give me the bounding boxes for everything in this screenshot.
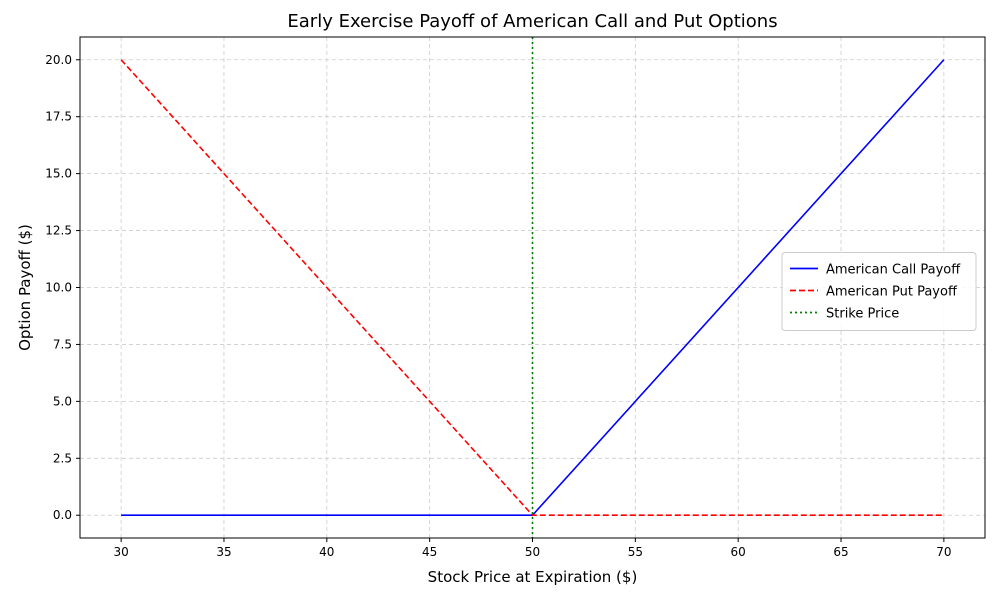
series-layer — [120, 37, 945, 538]
x-tick-label: 30 — [113, 545, 128, 559]
x-axis-title: Stock Price at Expiration ($) — [428, 568, 638, 586]
x-tick-label: 50 — [525, 545, 540, 559]
legend: American Call Payoff American Put Payoff S… — [781, 252, 977, 331]
legend-label: American Call Payoff — [826, 263, 961, 278]
legend-label: Strike Price — [826, 307, 899, 322]
y-tick-label: 20.0 — [45, 53, 72, 67]
legend-label: American Put Payoff — [826, 285, 958, 300]
axis-ticks: 30 35 40 45 50 55 60 65 70 0.0 2.5 5.0 7.5 10.0 12.5 15… — [45, 53, 951, 559]
chart-title: Early Exercise Payoff of American Call a… — [287, 11, 777, 32]
x-tick-label: 40 — [319, 545, 334, 559]
legend-box — [781, 252, 977, 331]
y-tick-label: 7.5 — [53, 337, 72, 351]
y-tick-label: 17.5 — [45, 110, 72, 124]
y-tick-label: 2.5 — [53, 451, 72, 465]
y-tick-label: 0.0 — [53, 508, 72, 522]
x-tick-label: 65 — [833, 545, 848, 559]
x-tick-label: 70 — [936, 545, 951, 559]
y-tick-label: 15.0 — [45, 167, 72, 181]
x-tick-label: 45 — [422, 545, 437, 559]
y-tick-label: 5.0 — [53, 394, 72, 408]
y-tick-label: 10.0 — [45, 281, 72, 295]
x-tick-label: 55 — [628, 545, 643, 559]
series-line-put — [120, 59, 944, 517]
x-tick-label: 60 — [731, 545, 746, 559]
y-tick-label: 12.5 — [45, 224, 72, 238]
x-tick-label: 35 — [216, 545, 231, 559]
y-axis-title: Option Payoff ($) — [16, 224, 34, 351]
